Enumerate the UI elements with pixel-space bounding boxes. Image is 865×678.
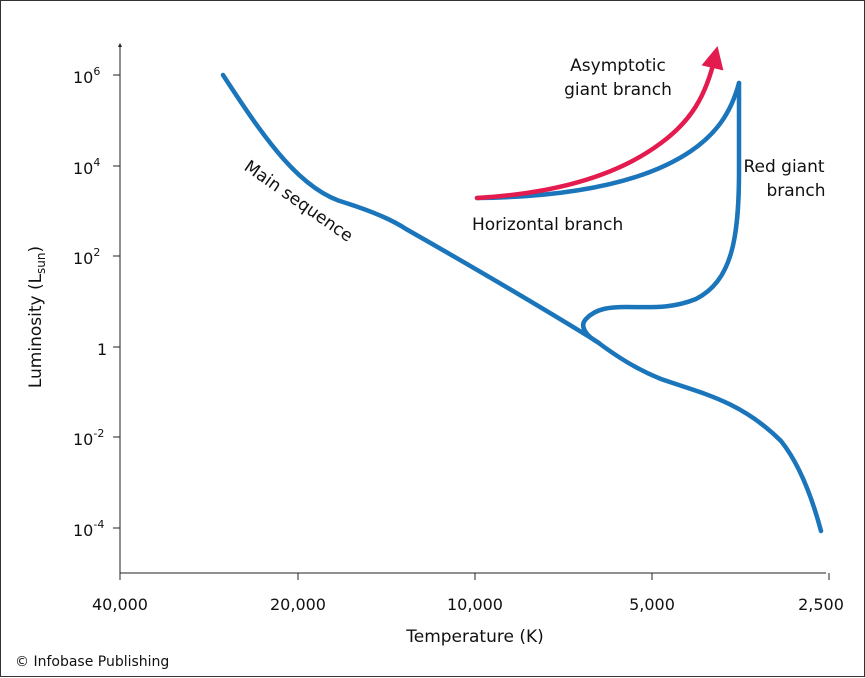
y-tick-group: 106 104 102 1 10-2 10-4: [73, 65, 120, 540]
tracks: [220, 46, 824, 534]
x-tick-label-10000: 10,000: [447, 595, 503, 614]
x-tick-label-5000: 5,000: [629, 595, 675, 614]
y-tick-label-1e4: 104: [73, 156, 100, 178]
red-giant-branch-curve: [581, 80, 742, 346]
red-giant-branch-label-1: Red giant: [743, 157, 824, 177]
y-tick-label-1: 1: [97, 340, 107, 359]
x-tick-group: 40,000 20,000 10,000 5,000 2,500: [92, 573, 844, 614]
x-tick-label-20000: 20,000: [270, 595, 326, 614]
main-sequence-curve: [220, 72, 824, 534]
y-axis-label: Luminosity (Lsun): [26, 246, 48, 388]
y-tick-label-1e6: 106: [73, 65, 100, 87]
x-axis-label: Temperature (K): [405, 627, 544, 647]
y-tick-label-1e-2: 10-2: [73, 427, 104, 449]
agb-label-1: Asymptotic: [570, 56, 666, 76]
y-tick-label-1e-4: 10-4: [73, 518, 104, 540]
horizontal-branch-label: Horizontal branch: [472, 215, 623, 235]
red-giant-branch-label-2: branch: [766, 181, 825, 201]
x-tick-label-2500: 2,500: [798, 595, 844, 614]
horizontal-branch-curve: [474, 80, 742, 201]
agb-curve: [474, 46, 724, 201]
x-tick-label-40000: 40,000: [92, 595, 148, 614]
agb-label-2: giant branch: [564, 80, 672, 100]
copyright-credit: © Infobase Publishing: [15, 654, 169, 670]
y-tick-label-1e2: 102: [73, 246, 100, 268]
